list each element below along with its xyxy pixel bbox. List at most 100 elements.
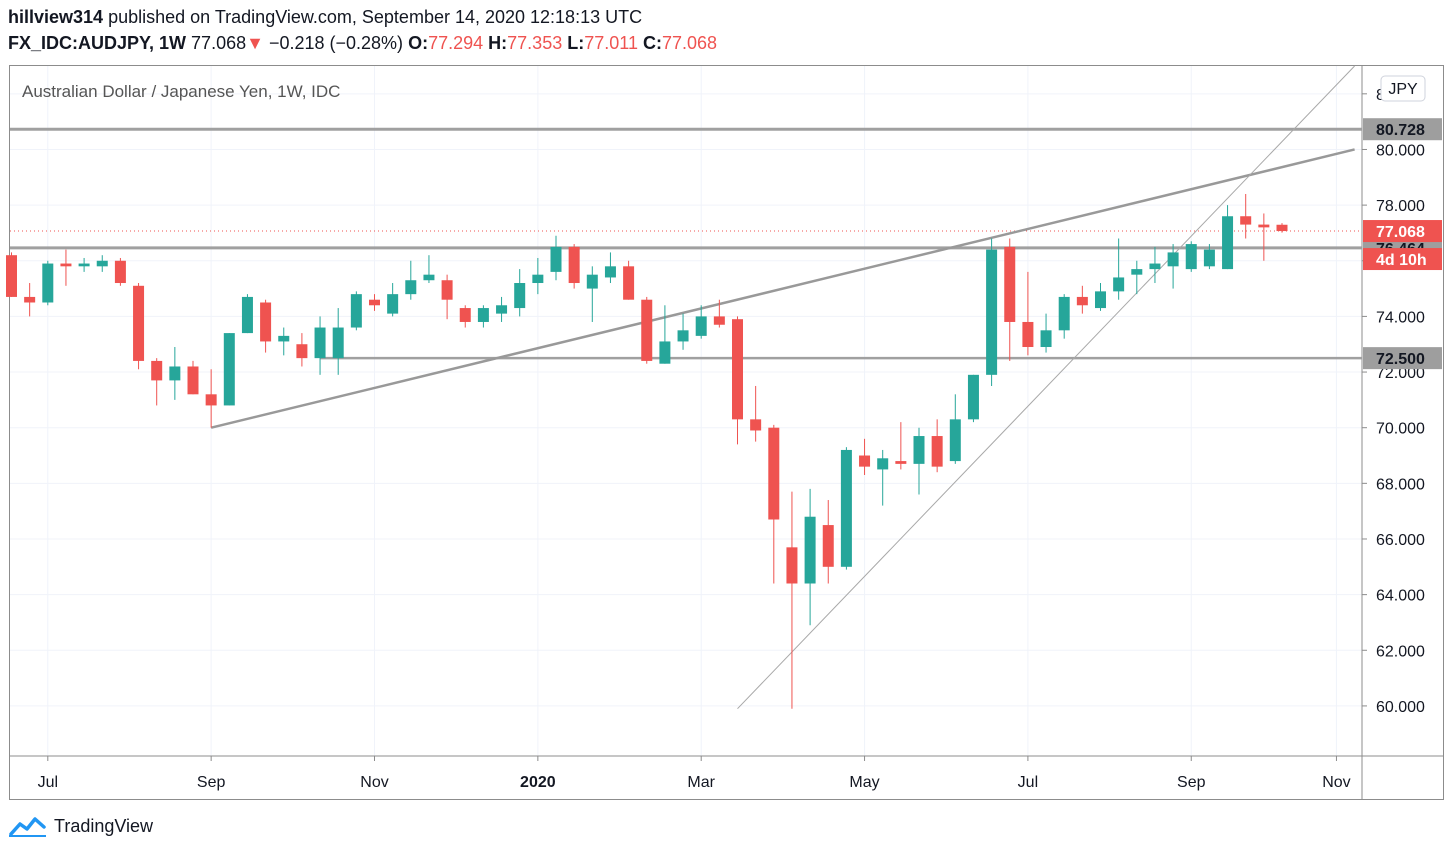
tradingview-brand[interactable]: TradingView: [8, 815, 153, 837]
y-tick-label: 78.000: [1376, 198, 1425, 215]
candle-body: [1258, 224, 1270, 228]
candle: [1185, 241, 1197, 272]
candle: [223, 333, 235, 406]
candle: [913, 427, 925, 495]
candle: [695, 305, 707, 339]
candle: [477, 305, 489, 328]
candle-body: [568, 246, 580, 284]
candle: [1095, 283, 1106, 311]
x-tick-label: Sep: [197, 774, 226, 791]
candle: [768, 424, 780, 584]
candle-body: [1022, 321, 1034, 348]
candle: [42, 260, 54, 306]
candle-body: [260, 302, 272, 342]
candle-body: [169, 366, 181, 381]
candle: [949, 394, 961, 464]
candle-body: [1113, 277, 1125, 292]
candle-body: [24, 296, 36, 303]
candle: [550, 235, 562, 281]
candle: [1004, 238, 1016, 361]
candle: [604, 252, 616, 284]
candle-body: [713, 316, 725, 325]
candle: [332, 308, 344, 375]
level-price-label-bg: [1363, 347, 1442, 370]
countdown-bg: [1363, 248, 1442, 271]
candle: [1222, 205, 1234, 270]
candle-body: [405, 280, 417, 295]
candle-body: [949, 419, 961, 462]
candle-body: [151, 360, 163, 381]
candle: [1131, 260, 1143, 295]
candle: [1276, 223, 1288, 233]
currency-badge-bg: [1380, 75, 1426, 102]
candle: [532, 257, 544, 295]
candle: [260, 299, 272, 353]
candle-body: [1276, 224, 1288, 232]
candle-body: [623, 266, 635, 300]
candle: [822, 500, 834, 584]
candle-body: [604, 266, 616, 278]
candle: [241, 294, 253, 334]
close-label: C:: [642, 33, 662, 53]
candle-body: [967, 374, 979, 420]
candle-body: [768, 427, 780, 520]
candle: [423, 255, 435, 284]
candle: [96, 255, 108, 272]
candle-body: [387, 294, 399, 314]
candle: [623, 260, 635, 300]
candle-body: [550, 246, 562, 272]
chart-title: Australian Dollar / Japanese Yen, 1W, ID…: [22, 82, 340, 101]
down-arrow-icon: ▼: [246, 33, 264, 53]
candle-body: [314, 327, 326, 359]
candle-body: [187, 366, 199, 395]
candle-body: [477, 308, 489, 322]
x-tick-label: May: [849, 774, 879, 791]
candle: [441, 274, 453, 320]
y-tick-label: 62.000: [1376, 643, 1425, 660]
x-tick-label: Jul: [38, 774, 58, 791]
candle-body: [60, 263, 72, 267]
candle-body: [1167, 252, 1179, 267]
candle: [278, 327, 290, 356]
price-change: −0.218 (−0.28%): [268, 33, 404, 53]
candle: [314, 316, 326, 375]
candle-body: [586, 274, 598, 289]
candle: [586, 266, 598, 322]
candle-body: [96, 260, 108, 267]
candle: [677, 313, 689, 350]
x-tick-label: Nov: [360, 774, 388, 791]
candle: [931, 419, 943, 473]
candle: [369, 294, 380, 311]
candle-body: [1240, 216, 1252, 225]
candle: [859, 438, 871, 475]
low-label: L:: [567, 33, 585, 53]
candle-body: [859, 455, 871, 467]
high-value: 77.353: [507, 33, 563, 53]
candle: [6, 252, 17, 297]
y-tick-label: 70.000: [1376, 421, 1425, 438]
candle-body: [695, 316, 707, 336]
candle: [732, 316, 743, 445]
candle-body: [423, 274, 435, 281]
candle: [713, 299, 725, 328]
candle: [296, 333, 308, 367]
candle: [78, 257, 90, 272]
candle-body: [1185, 244, 1197, 270]
level-price-label-bg: [1363, 118, 1442, 141]
candle: [877, 449, 889, 506]
candle-body: [1131, 269, 1143, 275]
x-tick-label: Mar: [687, 774, 715, 791]
brand-name: TradingView: [54, 815, 154, 836]
x-tick-label: Jul: [1018, 774, 1038, 791]
candle-body: [114, 260, 126, 284]
candle: [387, 283, 399, 317]
candle-body: [913, 436, 925, 464]
candle-body: [804, 516, 816, 584]
candle-body: [6, 255, 17, 297]
candle-body: [986, 249, 998, 375]
currency-badge: JPY: [1388, 81, 1418, 98]
y-tick-label: 74.000: [1376, 309, 1425, 326]
trendline: [210, 148, 1355, 429]
author-name[interactable]: hillview314: [8, 7, 104, 27]
